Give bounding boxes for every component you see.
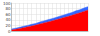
svg-text:60: 60 (6, 12, 12, 17)
svg-text:40: 40 (6, 17, 12, 22)
svg-text:100: 100 (3, 1, 11, 6)
svg-text:80: 80 (6, 6, 12, 11)
svg-text:0: 0 (8, 29, 11, 34)
svg-text:20: 20 (6, 23, 12, 28)
